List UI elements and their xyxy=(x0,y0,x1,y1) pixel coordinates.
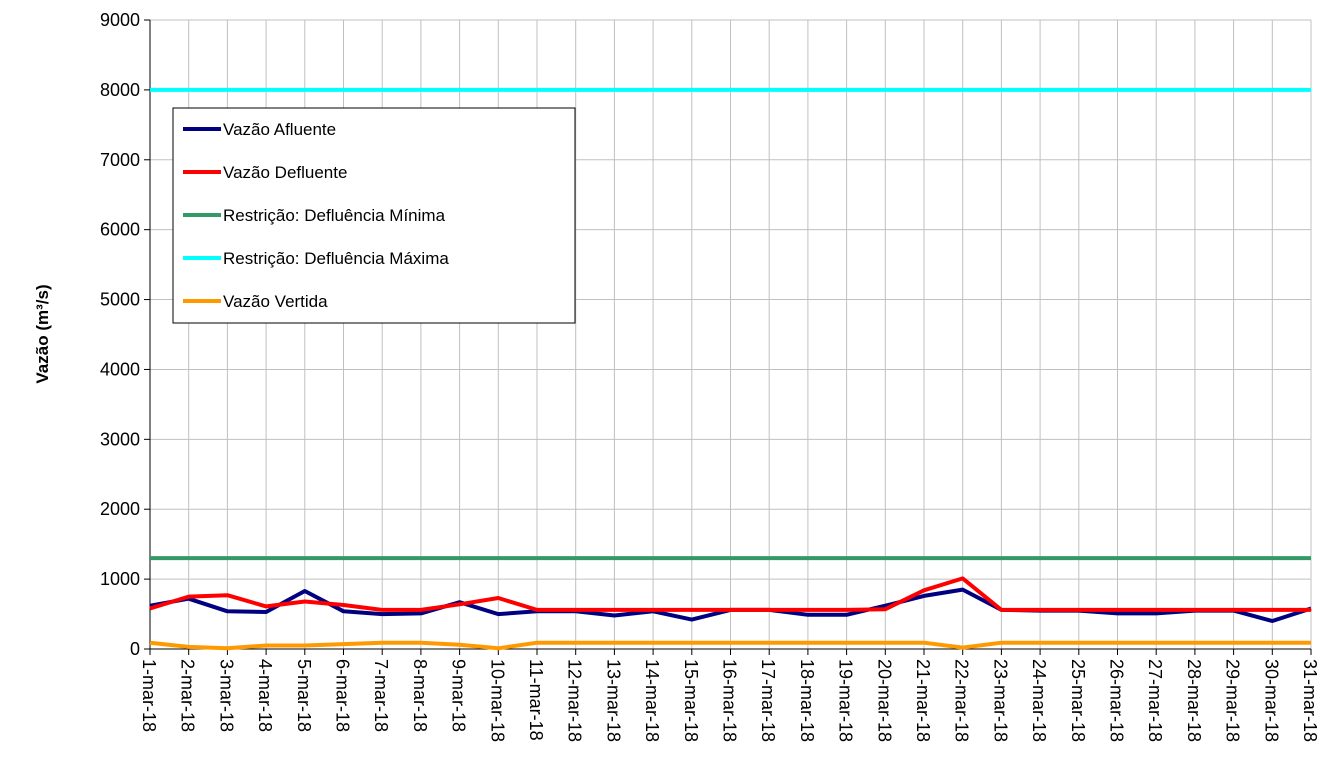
y-tick-label: 6000 xyxy=(100,220,140,240)
x-tick-label: 14-mar-18 xyxy=(642,659,662,742)
x-tick-label: 5-mar-18 xyxy=(294,659,314,732)
series-line-4 xyxy=(149,640,1311,651)
x-tick-label: 20-mar-18 xyxy=(874,659,894,742)
x-tick-label: 22-mar-18 xyxy=(952,659,972,742)
x-tick-label: 2-mar-18 xyxy=(178,659,198,732)
x-tick-label: 12-mar-18 xyxy=(565,659,585,742)
y-tick-label: 3000 xyxy=(100,429,140,449)
x-tick-label: 8-mar-18 xyxy=(410,659,430,732)
y-tick-label: 9000 xyxy=(100,10,140,30)
y-axis-label: Vazão (m³/s) xyxy=(33,284,52,383)
series-lines xyxy=(149,87,1312,651)
x-tick-label: 28-mar-18 xyxy=(1184,659,1204,742)
x-tick-label: 10-mar-18 xyxy=(487,659,507,742)
series-line-1 xyxy=(149,576,1311,612)
y-tick-labels: 0 1000 2000 3000 4000 5000 6000 7000 8000 9000 xyxy=(100,10,140,659)
x-tick-label: 27-mar-18 xyxy=(1145,659,1165,742)
legend-label: Vazão Afluente xyxy=(223,120,336,139)
x-tick-label: 3-mar-18 xyxy=(216,659,236,732)
x-tick-label: 30-mar-18 xyxy=(1261,659,1281,742)
x-tick-label: 29-mar-18 xyxy=(1223,659,1243,742)
x-tick-label: 6-mar-18 xyxy=(333,659,353,732)
y-tick-label: 4000 xyxy=(100,359,140,379)
legend-label: Restrição: Defluência Máxima xyxy=(223,249,449,268)
axes xyxy=(144,19,1312,655)
x-tick-labels: 1-mar-18 2-mar-18 3-mar-18 4-mar-18 5-mar-18… xyxy=(139,659,1320,742)
legend: Vazão Afluente Vazão Defluente Restrição: … xyxy=(172,107,576,324)
x-tick-label: 24-mar-18 xyxy=(1029,659,1049,742)
x-tick-label: 21-mar-18 xyxy=(913,659,933,742)
x-tick-label: 15-mar-18 xyxy=(681,659,701,742)
x-tick-label: 18-mar-18 xyxy=(797,659,817,742)
x-tick-label: 19-mar-18 xyxy=(836,659,856,742)
y-tick-label: 8000 xyxy=(100,80,140,100)
x-tick-label: 1-mar-18 xyxy=(139,659,159,732)
y-tick-label: 1000 xyxy=(100,569,140,589)
x-tick-label: 16-mar-18 xyxy=(720,659,740,742)
x-tick-label: 11-mar-18 xyxy=(526,659,546,741)
y-tick-label: 0 xyxy=(130,639,140,659)
x-tick-label: 26-mar-18 xyxy=(1107,659,1127,742)
legend-box xyxy=(172,107,576,324)
x-tick-label: 7-mar-18 xyxy=(371,659,391,732)
y-tick-label: 2000 xyxy=(100,499,140,519)
legend-label: Vazão Defluente xyxy=(223,163,347,182)
y-tick-label: 5000 xyxy=(100,290,140,310)
x-tick-label: 9-mar-18 xyxy=(449,659,469,732)
x-tick-label: 17-mar-18 xyxy=(758,659,778,742)
x-tick-label: 13-mar-18 xyxy=(603,659,623,742)
legend-label: Vazão Vertida xyxy=(223,292,328,311)
x-tick-label: 23-mar-18 xyxy=(990,659,1010,742)
x-tick-label: 25-mar-18 xyxy=(1068,659,1088,742)
x-tick-label: 31-mar-18 xyxy=(1300,659,1320,742)
y-tick-label: 7000 xyxy=(100,150,140,170)
x-tick-label: 4-mar-18 xyxy=(255,659,275,732)
legend-label: Restrição: Defluência Mínima xyxy=(223,206,446,225)
